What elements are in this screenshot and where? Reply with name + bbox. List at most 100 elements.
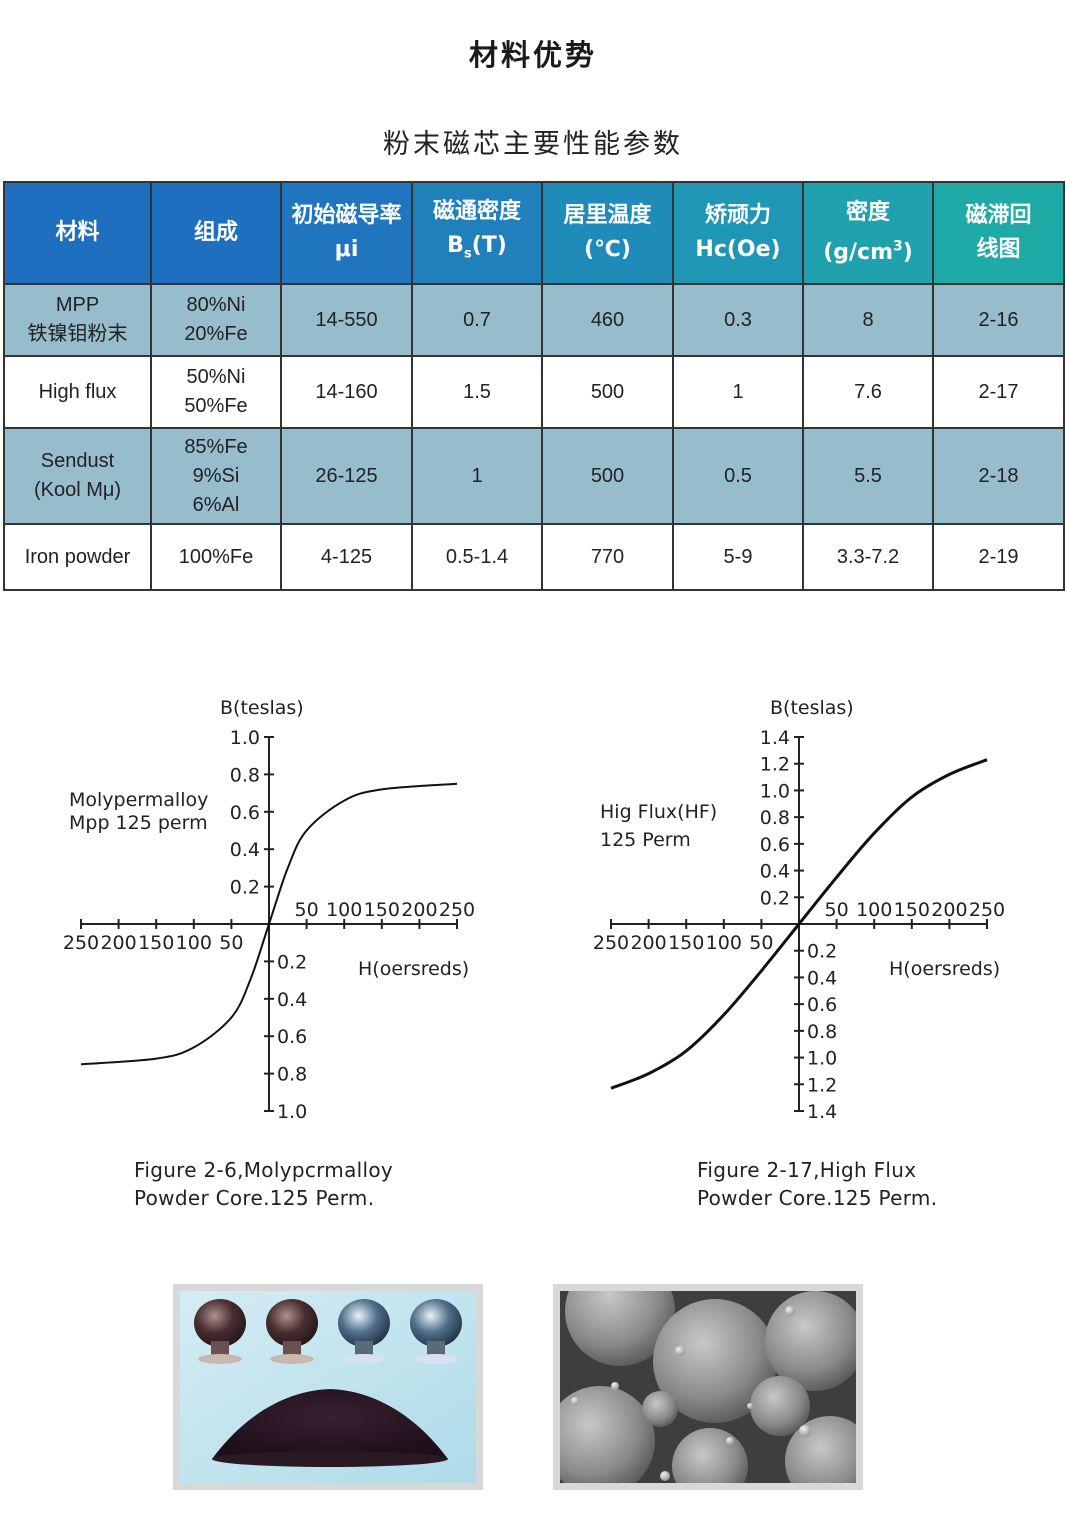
caption-line: Figure 2-17,High Flux [697, 1158, 917, 1182]
cell-density: 7.6 [802, 355, 934, 429]
y-tick-label: 1.0 [277, 1101, 307, 1123]
x-tick-label: 100 [326, 899, 362, 921]
x-tick-label: 50 [749, 932, 773, 954]
figure-caption-right: Figure 2-17,High Flux Powder Core.125 Pe… [697, 1156, 937, 1212]
y-tick-label: 0.2 [277, 951, 307, 973]
y-tick-label: 0.4 [807, 967, 837, 989]
y-tick-label: 0.4 [230, 839, 260, 861]
page-title: 材料优势 [468, 38, 597, 72]
y-axis-label: B(teslas) [220, 697, 304, 719]
y-tick-label: 0.8 [807, 1021, 837, 1043]
y-tick-label: 0.6 [760, 834, 790, 856]
x-tick-label: 150 [668, 932, 704, 954]
y-tick-label: 0.8 [277, 1064, 307, 1086]
table-header-row: 材料 组成 初始磁导率 μi 磁通密度 Bs(T) 居里温度 (℃) 矫顽力 Hc(Oe… [3, 181, 1065, 285]
x-axis-label: H(oersreds) [358, 958, 469, 980]
powder-cores-photo [173, 1284, 483, 1490]
x-tick-label: 200 [630, 932, 666, 954]
chart-high-flux: B(teslas) H(oersreds) Hig Flux(HF) 125 P… [593, 697, 1005, 1123]
header-permeability: 初始磁导率 μi [280, 181, 413, 285]
table-row: MPP 铁镍钼粉末 80%Ni 20%Fe 14-550 0.7 460 0.3 8… [3, 283, 1065, 357]
y-axis-label: B(teslas) [770, 697, 854, 719]
y-tick-label: 1.4 [807, 1101, 837, 1123]
header-curie-temp: 居里温度 (℃) [541, 181, 674, 285]
hysteresis-charts: B(teslas) H(oersreds) Molypermalloy Mpp … [63, 697, 1005, 1123]
cell-density: 3.3-7.2 [802, 523, 934, 591]
x-tick-label: 200 [401, 899, 437, 921]
cell-flux-density: 1.5 [411, 355, 543, 429]
cell-composition: 100%Fe [150, 523, 282, 591]
cell-permeability: 26-125 [280, 427, 413, 525]
y-tick-label: 0.6 [230, 802, 260, 824]
cell-curie-temp: 770 [541, 523, 674, 591]
cell-material: Iron powder [3, 523, 152, 591]
series-label: 125 Perm [600, 829, 691, 851]
chart-mpp: B(teslas) H(oersreds) Molypermalloy Mpp … [63, 697, 475, 1123]
y-tick-label: 0.4 [760, 861, 790, 883]
cell-density: 8 [802, 283, 934, 357]
cell-permeability: 14-550 [280, 283, 413, 357]
cell-flux-density: 0.5-1.4 [411, 523, 543, 591]
header-composition: 组成 [150, 181, 282, 285]
header-hysteresis-curve: 磁滞回 线图 [932, 181, 1065, 285]
series-line [610, 758, 988, 1090]
table-row: High flux 50%Ni 50%Fe 14-160 1.5 500 1 7.… [3, 355, 1065, 429]
cell-composition: 50%Ni 50%Fe [150, 355, 282, 429]
figure-caption-left: Figure 2-6,Molypcrmalloy Powder Core.125… [134, 1156, 393, 1212]
cell-curie-temp: 500 [541, 427, 674, 525]
y-tick-label: 1.0 [230, 727, 260, 749]
x-tick-label: 50 [825, 899, 849, 921]
header-material: 材料 [3, 181, 152, 285]
cell-permeability: 14-160 [280, 355, 413, 429]
y-tick-label: 0.4 [277, 989, 307, 1011]
y-tick-label: 0.6 [807, 994, 837, 1016]
y-tick-label: 1.0 [807, 1048, 837, 1070]
x-tick-label: 250 [969, 899, 1005, 921]
cell-material: High flux [3, 355, 152, 429]
cell-coercivity: 5-9 [672, 523, 804, 591]
x-tick-label: 150 [138, 932, 174, 954]
x-tick-label: 200 [100, 932, 136, 954]
caption-line: Powder Core.125 Perm. [134, 1186, 375, 1210]
y-tick-label: 0.2 [760, 887, 790, 909]
x-tick-label: 250 [63, 932, 99, 954]
y-tick-label: 0.8 [230, 764, 260, 786]
cell-material: MPP 铁镍钼粉末 [3, 283, 152, 357]
cell-curie-temp: 500 [541, 355, 674, 429]
cell-flux-density: 1 [411, 427, 543, 525]
y-tick-label: 0.8 [760, 807, 790, 829]
x-tick-label: 50 [219, 932, 243, 954]
y-tick-label: 1.2 [807, 1074, 837, 1096]
y-tick-label: 1.4 [760, 727, 790, 749]
cell-curve: 2-18 [932, 427, 1065, 525]
x-tick-label: 100 [856, 899, 892, 921]
table-row: Sendust (Kool Mμ) 85%Fe 9%Si 6%Al 26-125 1 … [3, 427, 1065, 525]
series-label: Hig Flux(HF) [600, 801, 717, 823]
cell-curve: 2-17 [932, 355, 1065, 429]
header-coercivity: 矫顽力 Hc(Oe) [672, 181, 804, 285]
y-tick-label: 0.2 [807, 941, 837, 963]
y-tick-label: 1.0 [760, 780, 790, 802]
cell-curie-temp: 460 [541, 283, 674, 357]
header-density: 密度 (g/cm3) [802, 181, 934, 285]
x-tick-label: 150 [364, 899, 400, 921]
x-tick-label: 250 [593, 932, 629, 954]
y-tick-label: 0.2 [230, 877, 260, 899]
caption-line: Powder Core.125 Perm. [697, 1186, 938, 1210]
section-subtitle: 粉末磁芯主要性能参数 [383, 129, 683, 160]
series-label: Molypermalloy [69, 789, 208, 811]
x-tick-label: 200 [931, 899, 967, 921]
table-row: Iron powder 100%Fe 4-125 0.5-1.4 770 5-9… [3, 523, 1065, 591]
x-tick-label: 100 [176, 932, 212, 954]
y-tick-label: 1.2 [760, 754, 790, 776]
x-tick-label: 50 [295, 899, 319, 921]
series-line [80, 782, 458, 1066]
x-axis-label: H(oersreds) [889, 958, 1000, 980]
x-tick-label: 100 [706, 932, 742, 954]
x-tick-label: 150 [894, 899, 930, 921]
cell-coercivity: 0.3 [672, 283, 804, 357]
cell-density: 5.5 [802, 427, 934, 525]
cell-curve: 2-19 [932, 523, 1065, 591]
caption-line: Figure 2-6,Molypcrmalloy [134, 1158, 394, 1182]
cell-permeability: 4-125 [280, 523, 413, 591]
